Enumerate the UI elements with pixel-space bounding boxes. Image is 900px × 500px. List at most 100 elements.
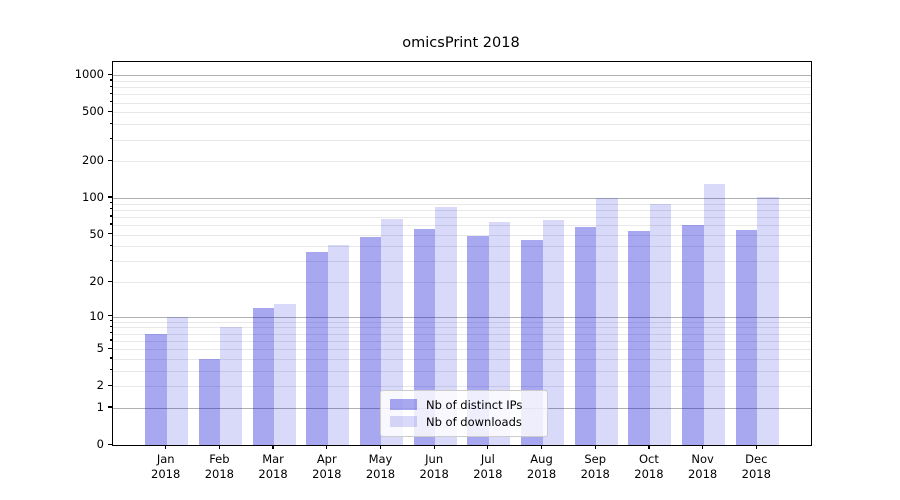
x-tick-mark (755, 445, 757, 450)
x-tick-label: Nov 2018 (673, 452, 733, 481)
x-tick-mark (218, 445, 220, 450)
x-tick-mark (379, 445, 382, 450)
x-tick-label: Oct 2018 (619, 452, 679, 481)
y-tick-mark (107, 159, 112, 161)
y-tick-mark (107, 110, 112, 112)
minor-gridline (113, 349, 811, 351)
y-tick-label: 100 (82, 189, 104, 204)
bar-downloads (166, 316, 189, 445)
y-tick-label: 200 (82, 153, 104, 168)
legend-label: Nb of distinct IPs (426, 397, 523, 412)
minor-gridline (113, 246, 811, 248)
bar-downloads (542, 219, 565, 445)
y-minor-tick-mark (109, 369, 112, 371)
x-tick-label: Aug 2018 (512, 452, 572, 481)
x-tick-mark (648, 445, 650, 450)
y-minor-tick-mark (109, 138, 112, 140)
y-tick-label: 1 (96, 399, 104, 414)
y-tick-mark (107, 280, 112, 282)
minor-gridline (113, 112, 811, 114)
x-tick-month: Jul (480, 452, 495, 466)
legend-label: Nb of downloads (426, 414, 522, 429)
y-minor-tick-mark (109, 332, 112, 334)
y-minor-tick-mark (109, 79, 112, 81)
y-tick-label: 500 (82, 104, 104, 119)
minor-gridline (113, 224, 811, 226)
y-tick-mark (107, 233, 112, 235)
y-tick-label: 10 (89, 308, 104, 323)
y-minor-tick-mark (109, 215, 112, 217)
y-tick-label: 2 (96, 378, 104, 393)
minor-gridline (113, 340, 811, 342)
y-tick-label: 0 (96, 437, 104, 451)
x-tick-year: 2018 (365, 466, 396, 481)
bar-distinct-ips (145, 333, 167, 445)
y-tick-mark (107, 315, 112, 317)
x-tick-mark (272, 445, 274, 450)
x-tick-label: Dec 2018 (726, 452, 786, 481)
x-tick-year: 2018 (204, 466, 235, 481)
x-tick-label: Jul 2018 (458, 452, 518, 481)
y-tick-mark (107, 196, 112, 198)
x-tick-year: 2018 (312, 466, 342, 481)
minor-gridline (113, 358, 811, 360)
x-tick-label: Sep 2018 (565, 452, 625, 481)
minor-gridline (113, 102, 811, 104)
x-tick-month: Dec (745, 452, 768, 466)
x-tick-year: 2018 (634, 466, 664, 481)
bar-downloads (596, 197, 618, 445)
minor-gridline (113, 139, 811, 141)
x-tick-year: 2018 (580, 466, 610, 481)
x-tick-month: May (368, 452, 393, 466)
y-tick-mark (107, 384, 112, 386)
minor-gridline (113, 80, 811, 82)
x-tick-year: 2018 (151, 466, 181, 481)
x-tick-mark (326, 445, 328, 450)
x-tick-year: 2018 (741, 466, 771, 481)
y-tick-label: 5 (96, 341, 104, 356)
y-tick-mark (107, 73, 112, 75)
minor-gridline (113, 209, 811, 211)
bar-distinct-ips (359, 236, 382, 445)
y-tick-mark (107, 406, 112, 408)
x-tick-label: Jun 2018 (404, 452, 464, 481)
x-tick-mark (165, 445, 167, 450)
x-tick-mark (433, 445, 435, 450)
legend-swatch (390, 416, 417, 427)
y-tick-mark (107, 443, 112, 445)
x-tick-mark (702, 445, 704, 450)
x-tick-label: Apr 2018 (297, 452, 357, 481)
x-tick-label: Feb 2018 (189, 452, 249, 481)
bar-distinct-ips (198, 358, 221, 445)
y-tick-mark (107, 347, 112, 349)
minor-gridline (113, 386, 811, 388)
bar-downloads (327, 244, 350, 445)
bar-distinct-ips (252, 307, 275, 445)
bar-distinct-ips (735, 229, 758, 445)
minor-gridline (113, 234, 811, 236)
y-tick-label: 20 (89, 274, 104, 289)
x-tick-label: May 2018 (350, 452, 410, 481)
x-tick-mark (487, 445, 489, 450)
x-tick-month: Sep (584, 452, 607, 466)
legend-swatch (390, 399, 417, 410)
bar-downloads (381, 219, 403, 445)
y-minor-tick-mark (109, 223, 112, 225)
y-minor-tick-mark (109, 122, 112, 124)
legend: Nb of distinct IPs Nb of downloads (380, 390, 548, 437)
minor-gridline (113, 124, 811, 126)
y-minor-tick-mark (109, 208, 112, 210)
minor-gridline (113, 161, 811, 163)
minor-gridline (113, 282, 811, 284)
y-minor-tick-mark (109, 339, 112, 341)
bar-distinct-ips (628, 230, 650, 445)
x-tick-year: 2018 (526, 466, 557, 481)
minor-gridline (113, 327, 811, 329)
minor-gridline (113, 203, 811, 205)
y-tick-label: 50 (89, 226, 104, 241)
major-gridline (113, 197, 811, 199)
x-tick-month: Aug (530, 452, 553, 466)
bar-downloads (488, 221, 511, 445)
x-tick-mark (540, 445, 543, 450)
